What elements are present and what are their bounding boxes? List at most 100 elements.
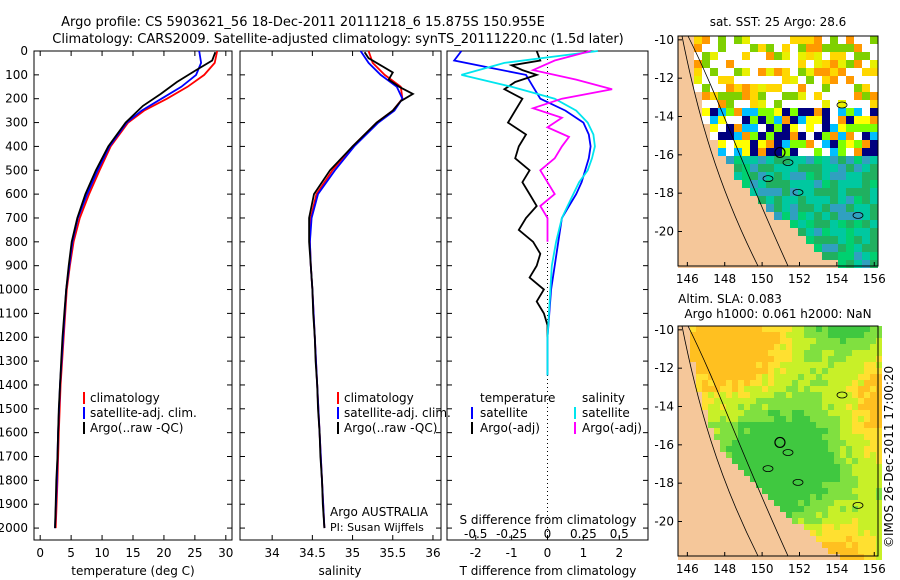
map-cell (714, 374, 720, 380)
map-cell (816, 536, 822, 542)
map-cell (834, 506, 840, 512)
map-cell (786, 380, 792, 386)
map-cell (834, 518, 840, 524)
map-cell (694, 92, 702, 100)
map-cell (684, 440, 690, 446)
map-cell (726, 116, 734, 124)
map-cell (774, 252, 782, 260)
map-cell (768, 452, 774, 458)
map-cell (774, 398, 780, 404)
map-cell (768, 344, 774, 350)
map-cell (840, 482, 846, 488)
map-cell (798, 506, 804, 512)
map-cell (822, 356, 828, 362)
map-cell (762, 386, 768, 392)
map-cell (720, 452, 726, 458)
map-cell (732, 350, 738, 356)
map-cell (854, 260, 862, 268)
map-cell (702, 530, 708, 536)
map-cell (756, 482, 762, 488)
map-cell (806, 132, 814, 140)
map-cell (814, 244, 822, 252)
map-cell (744, 470, 750, 476)
map-cell (838, 188, 846, 196)
map-cell (694, 196, 702, 204)
map-cell (834, 542, 840, 548)
map-cell (876, 440, 882, 446)
map-cell (726, 236, 734, 244)
map-cell (732, 344, 738, 350)
map-cell (756, 458, 762, 464)
map-cell (822, 188, 830, 196)
map-cell (744, 434, 750, 440)
map-cell (742, 124, 750, 132)
map-cell (798, 434, 804, 440)
map-cell (798, 236, 806, 244)
map-cell (810, 404, 816, 410)
map-cell (792, 356, 798, 362)
map-cell (834, 458, 840, 464)
map-cell (750, 524, 756, 530)
map-cell (732, 464, 738, 470)
map-cell (806, 148, 814, 156)
map-cell (738, 542, 744, 548)
map-cell (758, 44, 766, 52)
map-cell (774, 368, 780, 374)
map-cell (834, 416, 840, 422)
map-cell (718, 140, 726, 148)
map-cell (798, 220, 806, 228)
map-cell (720, 458, 726, 464)
map-cell (822, 482, 828, 488)
map-cell (710, 108, 718, 116)
legend-climatology-label: climatology (344, 391, 414, 405)
map-cell (822, 542, 828, 548)
map-cell (822, 100, 830, 108)
map-cell (862, 236, 870, 244)
map-cell (742, 68, 750, 76)
map-cell (762, 452, 768, 458)
map-cell (828, 422, 834, 428)
map-cell (816, 452, 822, 458)
map-cell (822, 212, 830, 220)
map-cell (798, 470, 804, 476)
map-cell (702, 164, 710, 172)
map-cell (742, 92, 750, 100)
salinity-series (308, 50, 415, 529)
map-cell (798, 188, 806, 196)
map-cell (854, 220, 862, 228)
map-cell (742, 164, 750, 172)
map-cell (846, 410, 852, 416)
map-cell (738, 386, 744, 392)
map-cell (804, 344, 810, 350)
map-cell (686, 228, 694, 236)
map-cell (684, 386, 690, 392)
map-cell (726, 518, 732, 524)
map-cell (714, 404, 720, 410)
map-cell (822, 332, 828, 338)
map-cell (792, 416, 798, 422)
map-cell (694, 172, 702, 180)
map-cell (756, 476, 762, 482)
map-cell (828, 464, 834, 470)
map-cell (870, 506, 876, 512)
map-cell (696, 422, 702, 428)
map-cell (876, 368, 882, 374)
map-cell (792, 404, 798, 410)
map-cell (840, 530, 846, 536)
map-cell (798, 416, 804, 422)
map-y-tick-label: -14 (654, 400, 674, 414)
map-cell (696, 392, 702, 398)
map-cell (726, 530, 732, 536)
sla-map: 146 148 150 152 154 156-10-12-14-16-18-20 (654, 323, 885, 576)
map-cell (708, 530, 714, 536)
map-cell (738, 470, 744, 476)
map-cell (822, 350, 828, 356)
map-cell (684, 482, 690, 488)
map-cell (822, 470, 828, 476)
map-cell (810, 470, 816, 476)
map-cell (790, 124, 798, 132)
map-cell (702, 260, 710, 268)
map-cell (702, 434, 708, 440)
map-cell (726, 374, 732, 380)
map-cell (710, 252, 718, 260)
